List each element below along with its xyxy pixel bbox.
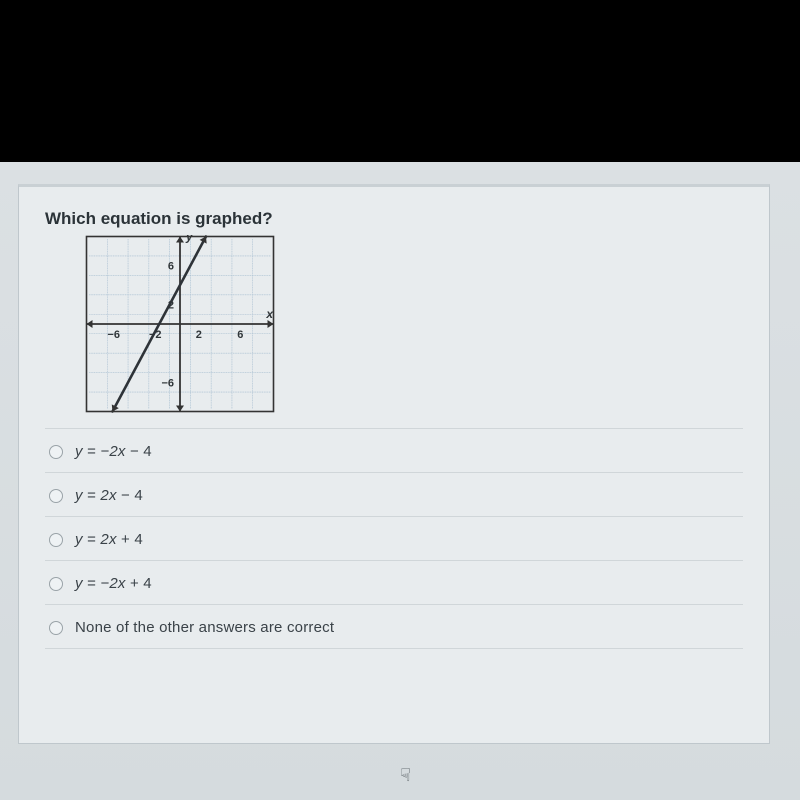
option-text: y = −2x − 4 (75, 443, 152, 460)
radio-icon[interactable] (49, 533, 63, 547)
svg-text:−6: −6 (107, 329, 120, 341)
option-1[interactable]: y = 2x − 4 (45, 472, 743, 516)
top-black-bar (0, 0, 800, 162)
svg-text:2: 2 (196, 329, 202, 341)
option-text: y = 2x + 4 (75, 531, 143, 548)
option-2[interactable]: y = 2x + 4 (45, 516, 743, 560)
page-body: Which equation is graphed? xy−6−226−626 … (0, 162, 800, 800)
svg-text:6: 6 (237, 329, 243, 341)
radio-icon[interactable] (49, 445, 63, 459)
svg-text:−6: −6 (161, 377, 174, 389)
option-text: None of the other answers are correct (75, 619, 334, 636)
question-card: Which equation is graphed? xy−6−226−626 … (18, 184, 770, 744)
option-0[interactable]: y = −2x − 4 (45, 428, 743, 472)
question-text: Which equation is graphed? (45, 209, 743, 229)
svg-text:6: 6 (168, 261, 174, 273)
option-3[interactable]: y = −2x + 4 (45, 560, 743, 604)
radio-icon[interactable] (49, 621, 63, 635)
option-text: y = 2x − 4 (75, 487, 143, 504)
coordinate-graph: xy−6−226−626 (85, 235, 275, 413)
graph-container: xy−6−226−626 (85, 235, 743, 418)
options-list: y = −2x − 4 y = 2x − 4 y = 2x + 4 y = −2x +… (45, 428, 743, 649)
radio-icon[interactable] (49, 489, 63, 503)
option-text: y = −2x + 4 (75, 575, 152, 592)
radio-icon[interactable] (49, 577, 63, 591)
option-4[interactable]: None of the other answers are correct (45, 604, 743, 649)
